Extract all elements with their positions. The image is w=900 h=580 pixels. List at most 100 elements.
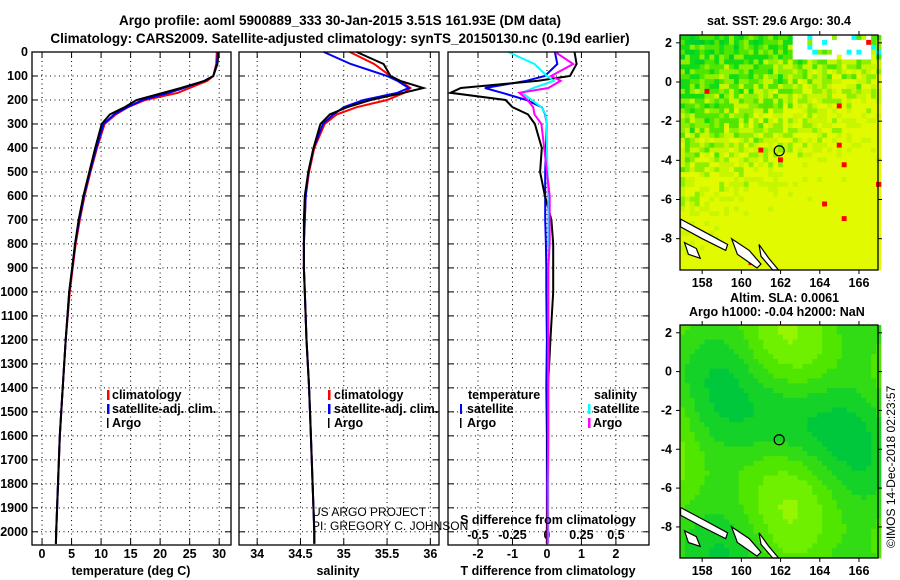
map-cell: [812, 250, 818, 256]
map-cell: [753, 98, 759, 104]
map-cell: [822, 480, 828, 486]
map-cell: [856, 441, 862, 447]
map-cell: [689, 451, 696, 457]
map-cell: [743, 494, 749, 501]
map-cell: [763, 39, 769, 46]
map-cell: [689, 397, 696, 404]
map-cell: [836, 446, 843, 452]
map-cell: [738, 191, 745, 197]
map-cell: [773, 123, 779, 129]
map-cell: [689, 460, 696, 467]
map-cell: [802, 504, 808, 510]
map-cell: [831, 265, 838, 271]
map-cell: [763, 206, 769, 212]
map-cell: [827, 490, 833, 496]
map-cell: [871, 201, 877, 207]
map-cell: [778, 255, 784, 261]
map-cell: [743, 426, 749, 433]
map-cell: [743, 196, 749, 202]
map-cell: [709, 255, 715, 261]
map-cell: [729, 490, 735, 496]
map-cell: [851, 64, 857, 70]
map-cell: [680, 460, 686, 467]
map-cell: [709, 44, 715, 51]
map-cell: [680, 137, 686, 144]
map-cell: [792, 436, 798, 442]
map-cell: [753, 349, 759, 355]
map-cell: [724, 84, 730, 90]
map-cell: [812, 329, 818, 336]
map-cell: [822, 436, 828, 442]
map-cell: [812, 157, 818, 163]
map-cell: [787, 451, 794, 457]
map-cell: [704, 359, 710, 365]
map-cell: [778, 137, 784, 144]
map-cell: [748, 64, 754, 70]
map-cell: [680, 368, 686, 374]
map-cell: [709, 543, 715, 549]
map-cell: [719, 368, 725, 374]
map-cell: [704, 446, 710, 452]
map-cell: [851, 402, 857, 408]
map-cell: [856, 128, 862, 134]
map-cell: [817, 64, 823, 70]
map-cell: [758, 123, 764, 129]
map-cell: [817, 393, 823, 399]
map-cell: [807, 245, 813, 251]
map-cell: [836, 402, 843, 408]
map-cell: [807, 485, 813, 491]
map-cell: [719, 54, 725, 60]
map-cell: [748, 426, 754, 433]
map-cell: [773, 172, 779, 178]
map-cell: [817, 359, 823, 365]
map-cell: [748, 157, 754, 163]
map-cell: [876, 451, 882, 457]
map-cell: [738, 181, 745, 188]
map-cell: [719, 359, 725, 365]
map-cell: [871, 383, 877, 389]
map-cell: [733, 363, 740, 370]
map-cell: [763, 177, 769, 183]
map-cell: [866, 142, 872, 148]
map-cell: [729, 167, 735, 173]
map-cell: [758, 206, 764, 212]
map-cell: [876, 147, 882, 153]
map-cell: [831, 465, 838, 472]
map-cell: [822, 206, 828, 212]
map-cell: [768, 35, 774, 41]
map-cell: [856, 524, 862, 530]
map-cell: [831, 397, 838, 404]
map-cell: [758, 451, 764, 457]
map-cell: [714, 329, 720, 336]
map-cell: [753, 250, 759, 256]
map-cell: [831, 196, 838, 202]
map-cell: [699, 485, 705, 491]
map-cell: [836, 250, 843, 256]
map-cell: [699, 553, 705, 559]
map-cell: [861, 196, 867, 202]
map-cell: [689, 543, 696, 549]
map-cell: [861, 123, 867, 129]
map-cell: [876, 528, 882, 535]
map-cell: [748, 378, 754, 384]
map-cell: [694, 39, 700, 46]
map-cell: [846, 349, 852, 355]
map-cell: [871, 388, 877, 394]
map-cell: [729, 265, 735, 271]
map-cell: [684, 235, 691, 241]
map-cell: [866, 363, 872, 370]
map-cell: [704, 260, 710, 266]
map-cell: [694, 334, 700, 340]
map-cell: [738, 93, 745, 100]
map-cell: [689, 152, 696, 158]
map-cell: [748, 235, 754, 241]
map-cell: [753, 533, 759, 539]
map-cell: [694, 533, 700, 539]
map-cell: [846, 514, 852, 520]
map-cell: [753, 480, 759, 486]
map-cell: [704, 485, 710, 491]
map-cell: [758, 191, 764, 197]
map-cell: [841, 177, 847, 183]
map-cell: [792, 465, 798, 472]
map-cell: [778, 524, 784, 530]
